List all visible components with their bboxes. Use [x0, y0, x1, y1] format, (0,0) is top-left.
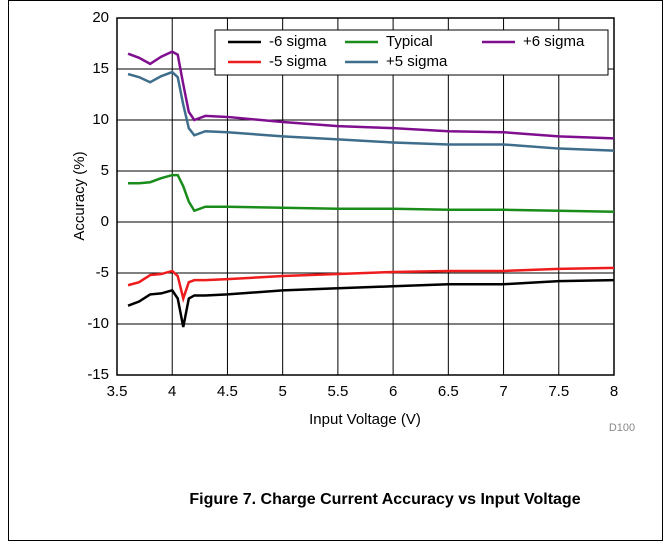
x-tick-label: 5.5	[327, 383, 348, 400]
y-tick-label: 0	[101, 213, 109, 230]
x-tick-label: 8	[610, 383, 618, 400]
legend-label: +5 sigma	[386, 53, 448, 70]
x-tick-label: 5	[278, 383, 286, 400]
y-axis-label: Accuracy (%)	[71, 151, 88, 240]
series-line	[128, 173, 615, 214]
legend-label: -5 sigma	[269, 53, 327, 70]
x-tick-label: 7	[499, 383, 507, 400]
x-tick-label: 3.5	[107, 383, 128, 400]
plot-border	[116, 17, 615, 376]
x-tick-label: 6.5	[438, 383, 459, 400]
annotation: D100	[609, 422, 635, 434]
y-tick-label: 10	[92, 111, 109, 128]
series-line	[127, 50, 615, 140]
y-tick-label: -10	[87, 315, 109, 332]
x-axis-label: Input Voltage (V)	[309, 411, 421, 428]
y-tick-label: -15	[87, 366, 109, 383]
y-tick-label: -5	[96, 264, 109, 281]
series-line	[127, 70, 615, 152]
series-line	[127, 278, 615, 328]
legend-box	[214, 29, 609, 76]
caption: Figure 7. Charge Current Accuracy vs Inp…	[189, 491, 580, 508]
x-tick-label: 7.5	[548, 383, 569, 400]
legend-label: +6 sigma	[523, 33, 585, 50]
x-tick-label: 4	[168, 383, 176, 400]
legend-label: Typical	[386, 33, 433, 50]
legend-label: -6 sigma	[269, 33, 327, 50]
x-tick-label: 6	[389, 383, 397, 400]
y-tick-label: 15	[92, 60, 109, 77]
y-tick-label: 5	[101, 162, 109, 179]
x-tick-label: 4.5	[217, 383, 238, 400]
series-line	[127, 266, 615, 303]
y-tick-label: 20	[92, 9, 109, 26]
